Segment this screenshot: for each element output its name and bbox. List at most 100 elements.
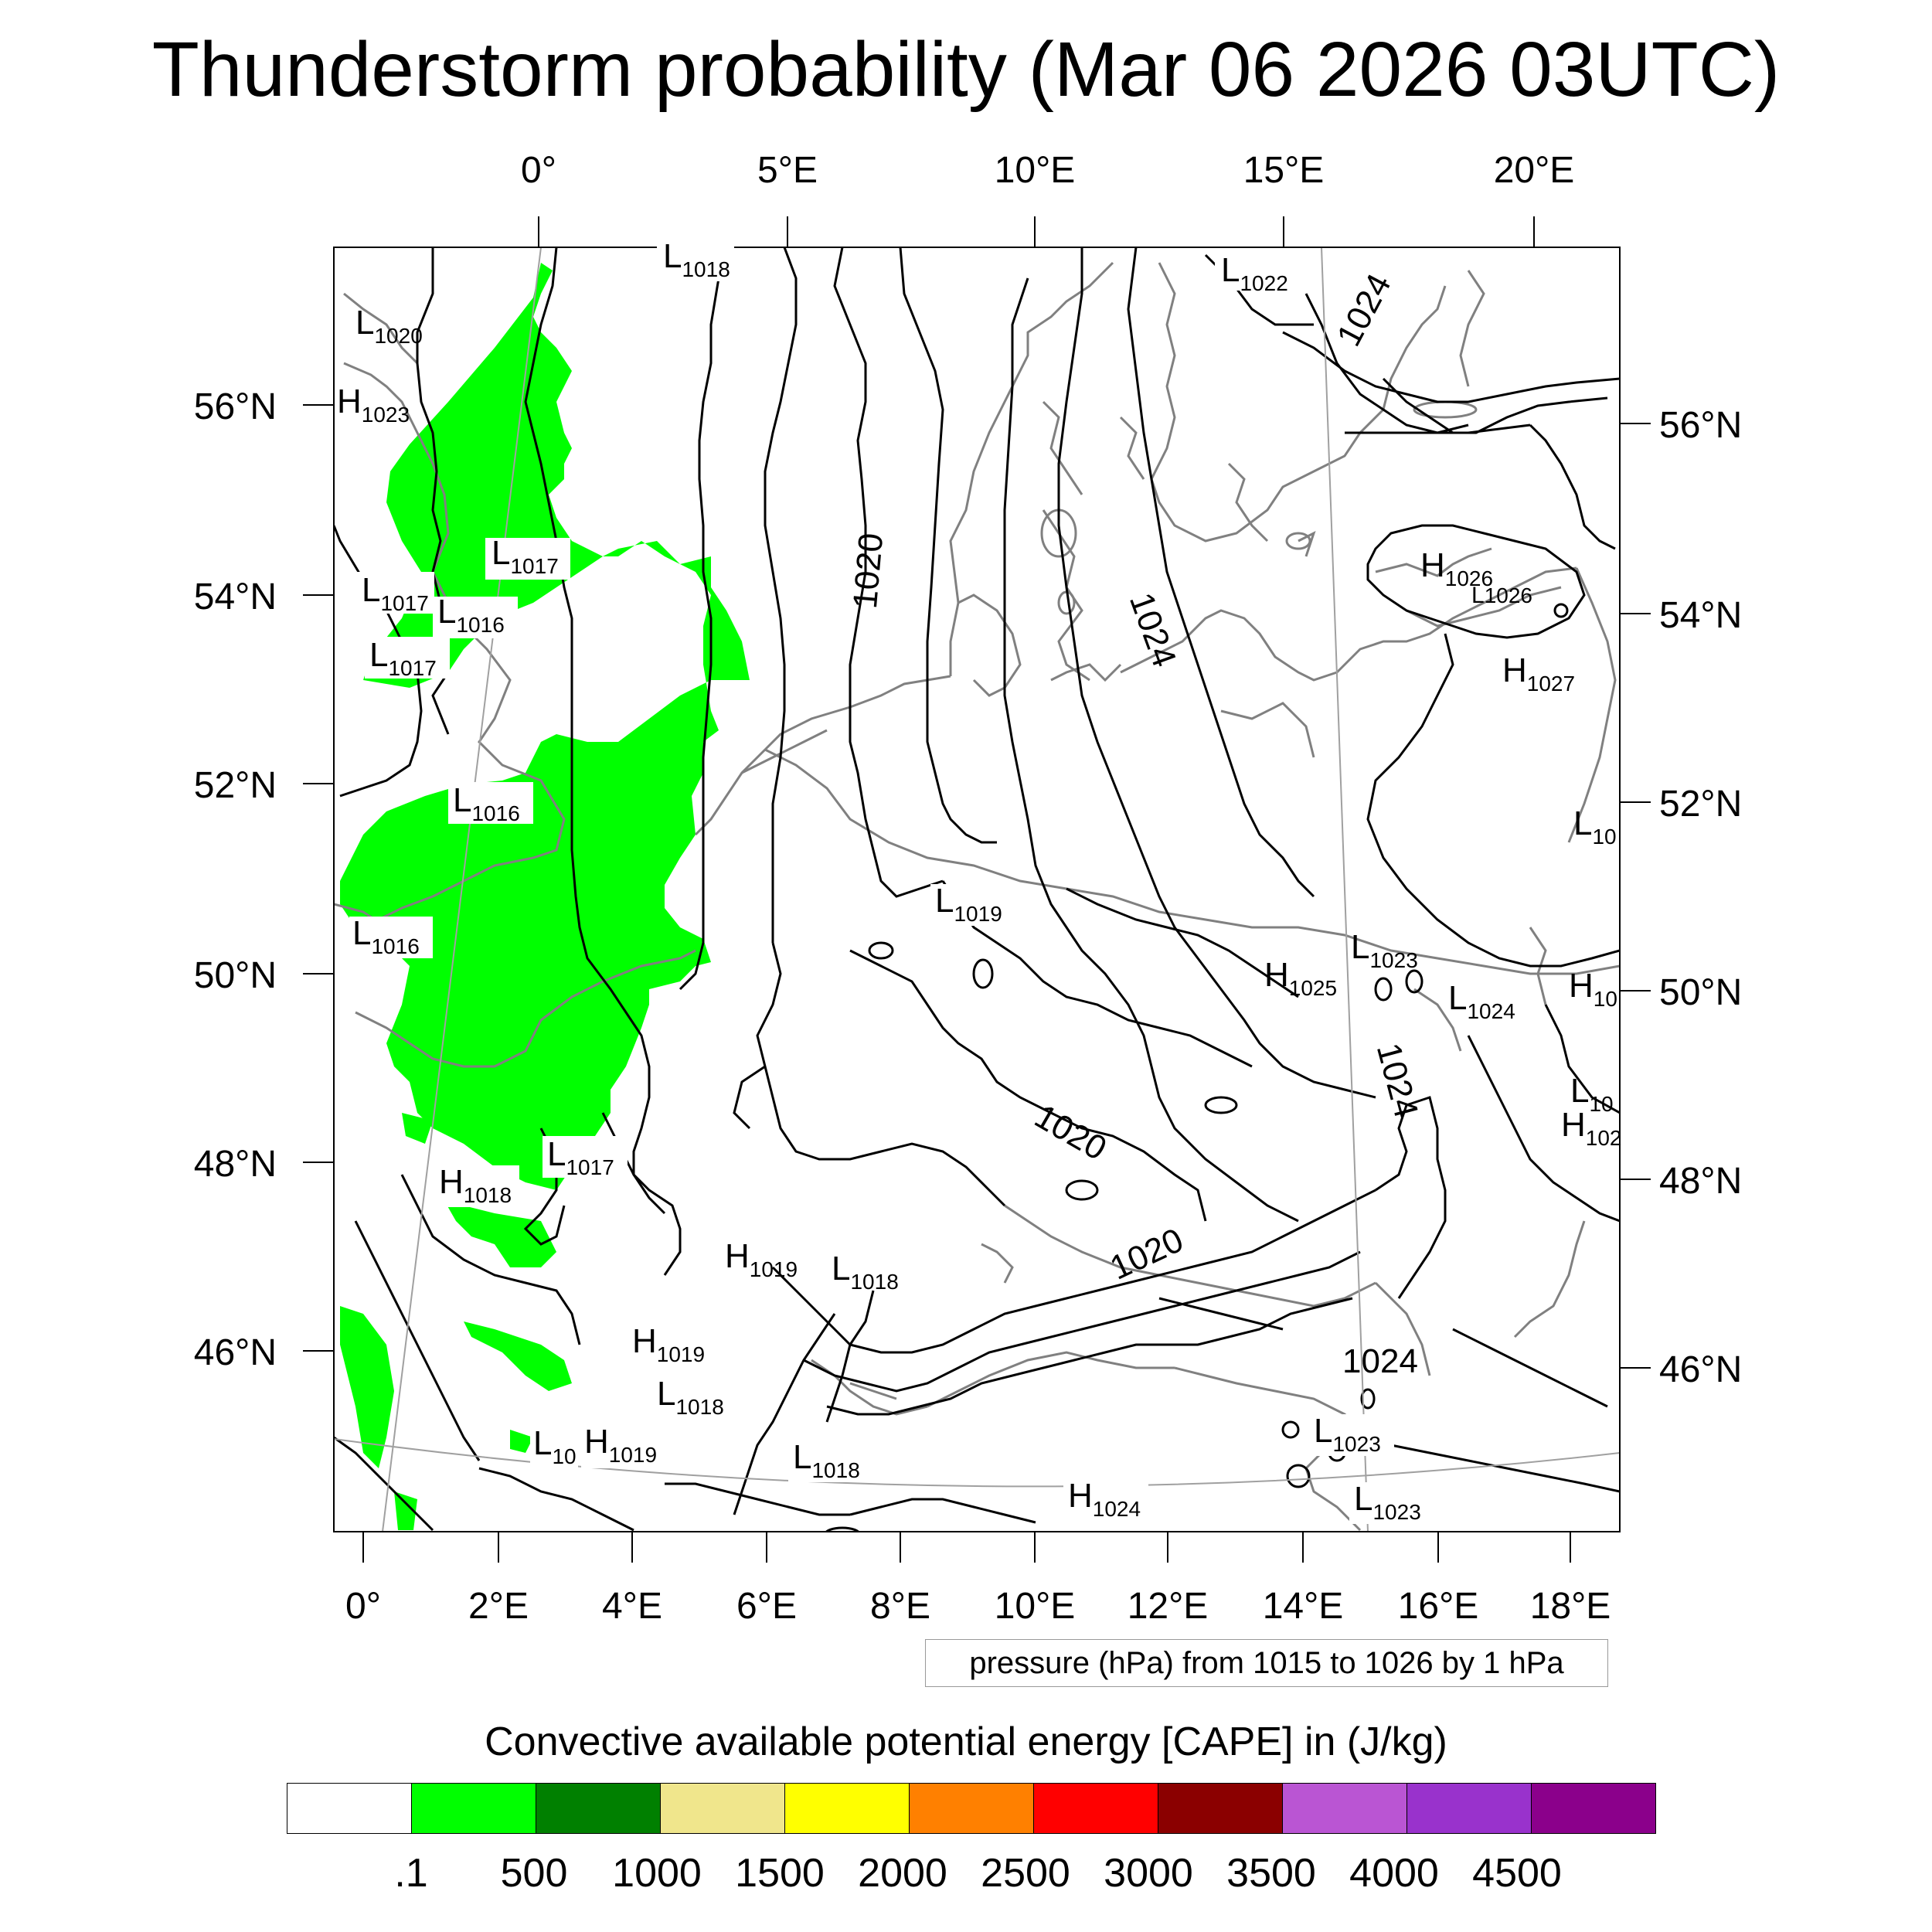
pressure-center: H1025 — [1264, 956, 1337, 1000]
top-lon-label: 5°E — [757, 150, 818, 191]
pressure-center: H1026 — [1420, 546, 1493, 590]
pressure-center: H1027 — [1502, 651, 1575, 696]
contour-label: 1024 — [1342, 1342, 1418, 1380]
pressure-center: H1018 — [434, 1163, 519, 1207]
coastlines — [334, 261, 1620, 1532]
top-lon-label: 10°E — [995, 150, 1076, 191]
left-lat-label: 52°N — [194, 765, 277, 806]
bottom-lon-label: 2°E — [468, 1586, 529, 1627]
svg-text:L10: L10 — [1573, 804, 1617, 849]
svg-text:H1024: H1024 — [1068, 1477, 1141, 1521]
colorbar-swatch — [784, 1783, 910, 1834]
colorbar-label: 4500 — [1472, 1851, 1562, 1896]
pressure-center: L1024 — [1448, 979, 1515, 1023]
colorbar-label: 2000 — [858, 1851, 947, 1896]
pressure-center: L1023 — [1309, 1412, 1394, 1456]
colorbar-label: 1500 — [735, 1851, 825, 1896]
pressure-center: H1019 — [581, 1423, 666, 1468]
pressure-center: L1017 — [357, 571, 434, 615]
colorbar-label: 3500 — [1226, 1851, 1316, 1896]
svg-text:H1027: H1027 — [1502, 651, 1575, 696]
top-lon-label: 0° — [521, 150, 556, 191]
svg-text:L1023: L1023 — [1314, 1412, 1381, 1456]
pressure-center: L10 — [530, 1424, 578, 1468]
contour-label: 1024 — [1330, 267, 1399, 352]
svg-text:L1024: L1024 — [1448, 979, 1515, 1023]
pressure-center: H102 — [1561, 1106, 1622, 1150]
colorbar-label: 500 — [500, 1851, 568, 1896]
pressure-center: L1023 — [1349, 1480, 1434, 1524]
svg-text:L1016: L1016 — [437, 593, 505, 637]
left-lat-label: 50°N — [194, 955, 277, 996]
bottom-lon-label: 16°E — [1398, 1586, 1479, 1627]
pressure-center: L1023 — [1351, 928, 1418, 972]
right-lat-label: 54°N — [1659, 595, 1742, 636]
bottom-lon-label: 6°E — [736, 1586, 797, 1627]
colorbar-label: 3000 — [1104, 1851, 1193, 1896]
pressure-center: L1017 — [365, 636, 450, 680]
pressure-center: H1019 — [725, 1237, 798, 1281]
pressure-info-label: pressure (hPa) from 1015 to 1026 by 1 hP… — [925, 1639, 1608, 1687]
colorbar-swatch — [1282, 1783, 1407, 1834]
bottom-lon-label: 8°E — [870, 1586, 930, 1627]
svg-text:L1023: L1023 — [1354, 1480, 1421, 1524]
svg-text:L1023: L1023 — [1351, 928, 1418, 972]
pressure-center: L1018 — [788, 1438, 873, 1482]
pressure-center: L1018 — [657, 1375, 724, 1419]
right-lat-label: 56°N — [1659, 405, 1742, 446]
right-lat-label: 50°N — [1659, 972, 1742, 1013]
svg-text:L1019: L1019 — [935, 882, 1002, 926]
svg-text:L1017: L1017 — [547, 1135, 614, 1179]
bottom-lon-label: 4°E — [602, 1586, 662, 1627]
pressure-centers: L1018 L1022 L1020 H1023 L1017 L1017 L101… — [337, 237, 1622, 1524]
svg-text:L1017: L1017 — [369, 636, 437, 680]
colorbar-swatch — [411, 1783, 536, 1834]
colorbar-label: .1 — [394, 1851, 428, 1896]
svg-text:H1019: H1019 — [632, 1322, 705, 1366]
right-lat-label: 48°N — [1659, 1161, 1742, 1202]
colorbar-swatch — [287, 1783, 412, 1834]
graticule — [334, 247, 1620, 1532]
svg-text:L1016: L1016 — [453, 781, 520, 825]
bottom-lon-label: 10°E — [995, 1586, 1076, 1627]
colorbar-label: 2500 — [981, 1851, 1070, 1896]
svg-text:H1025: H1025 — [1264, 956, 1337, 1000]
left-lat-label: 54°N — [194, 577, 277, 617]
pressure-center: H1019 — [632, 1322, 705, 1366]
bottom-lon-label: 14°E — [1263, 1586, 1344, 1627]
svg-text:L1026: L1026 — [1471, 583, 1532, 608]
svg-text:L1020: L1020 — [355, 304, 423, 348]
bottom-lon-label: 0° — [345, 1586, 381, 1627]
left-lat-label: 56°N — [194, 386, 277, 427]
colorbar-swatch — [1158, 1783, 1283, 1834]
svg-text:L1016: L1016 — [352, 914, 420, 958]
left-lat-labels: 56°N 54°N 52°N 50°N 48°N 46°N — [194, 386, 277, 1373]
svg-text:L10: L10 — [533, 1424, 577, 1468]
cape-area — [340, 263, 750, 1530]
right-lat-labels: 56°N 54°N 52°N 50°N 48°N 46°N — [1659, 405, 1742, 1390]
map-frame — [333, 247, 1621, 1532]
svg-text:H1018: H1018 — [439, 1163, 512, 1207]
top-lon-label: 15°E — [1243, 150, 1325, 191]
colorbar-swatch — [660, 1783, 785, 1834]
svg-text:L1022: L1022 — [1221, 251, 1288, 295]
contour-label: 1024 — [1369, 1039, 1426, 1122]
pressure-center: L1017 — [543, 1135, 628, 1179]
contour-labels: 1020 1024 1024 1020 1020 1024 1024 — [846, 267, 1425, 1380]
pressure-center: L1026 — [1471, 583, 1532, 608]
colorbar — [287, 1783, 1656, 1834]
pressure-center: L1018 — [832, 1250, 899, 1294]
colorbar-swatch — [1531, 1783, 1656, 1834]
pressure-center: H10 — [1569, 967, 1617, 1011]
svg-text:H1019: H1019 — [584, 1423, 657, 1467]
svg-text:H1026: H1026 — [1420, 546, 1493, 590]
pressure-center: H1023 — [337, 383, 410, 427]
pressure-center: L1017 — [485, 534, 570, 580]
colorbar-label: 1000 — [612, 1851, 702, 1896]
colorbar-labels: .1 500 1000 1500 2000 2500 3000 3500 4000 4500 — [0, 1849, 1932, 1903]
svg-text:L1018: L1018 — [657, 1375, 724, 1419]
pressure-center: H1024 — [1063, 1477, 1148, 1521]
contour-label: 1020 — [846, 532, 890, 611]
left-lat-label: 48°N — [194, 1144, 277, 1185]
isobars — [334, 247, 1620, 1532]
